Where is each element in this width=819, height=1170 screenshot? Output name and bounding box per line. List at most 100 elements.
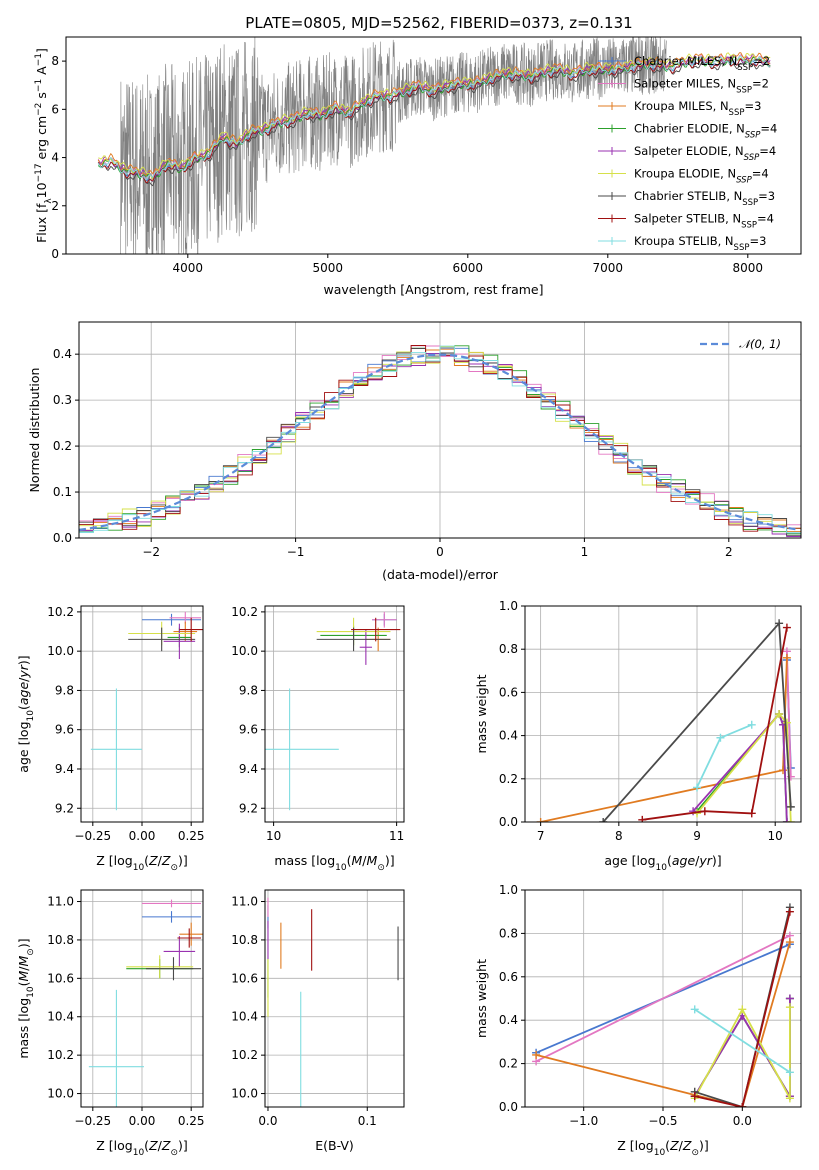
grid-lines [81,890,203,1107]
y-tick-label: 0.4 [499,1013,518,1027]
weight-series [690,1005,794,1077]
observed-spectrum-line [120,37,667,254]
error-bar [351,617,401,642]
y-tick-label: 11.0 [231,895,258,909]
weight-line [786,651,792,777]
x-tick-label: −0.5 [648,1114,677,1128]
plot-area [532,903,794,1107]
weight-point-marker [782,718,791,727]
y-tick-label: 0.6 [499,685,518,699]
legend-entry-label: Kroupa STELIB, NSSP=3 [634,234,766,253]
y-tick-label: 0.0 [53,531,72,545]
weight-point-marker [785,938,794,947]
x-axis-label: Z [log10(Z/Z⊙)] [96,1138,188,1158]
panel-spectrum: 4000 5000 6000 7000 8000 0 2 4 6 8 Chabrier MILES,… [34,36,802,297]
y-tick-label: 0.2 [499,1057,518,1071]
x-tick-label: 7 [537,829,545,843]
y-axis-label: mass weight [474,959,489,1038]
error-bar [179,922,203,946]
model-spectrum-line [97,59,771,187]
x-tick-label: −2 [142,545,160,559]
x-tick-label: 0.0 [733,1114,752,1128]
x-tick-label: −1 [287,545,305,559]
grid-lines [265,606,404,822]
legend-entry-label: Salpeter MILES, NSSP=2 [634,77,769,96]
weight-series [693,710,791,822]
y-tick-label: 10.4 [231,1010,258,1024]
error-bar [163,623,196,660]
legend-entry-label: Chabrier MILES, NSSP=2 [634,54,770,73]
error-bar [173,621,198,642]
model-spectrum-line [97,57,771,183]
weight-point-marker [532,1050,541,1059]
x-axis-label: wavelength [Angstrom, rest frame] [323,282,543,297]
y-tick-label: 10.8 [231,933,258,947]
y-tick-label: 0.8 [499,926,518,940]
y-tick-label: 11.0 [47,895,74,909]
x-axis-label: (data-model)/error [382,567,499,582]
x-tick-label: 11 [389,829,404,843]
y-tick-label: 10.2 [47,605,74,619]
x-axis-label: E(B-V) [315,1138,354,1153]
weight-point-marker [747,720,756,729]
axes-frame [80,889,204,1108]
weight-point-marker [775,619,784,628]
weight-series [536,653,791,822]
model-spectrum-line [97,55,771,181]
weight-point-marker [782,818,791,822]
error-bar [126,955,194,979]
x-tick-label: 9 [693,829,701,843]
weight-point-marker [785,1094,794,1103]
weight-line [696,712,792,822]
y-tick-label: 10.8 [47,933,74,947]
plot-area [265,611,401,811]
x-tick-label: −1.0 [569,1114,598,1128]
weight-point-marker [738,1005,747,1014]
y-tick-label: 10.0 [231,1087,258,1101]
y-tick-label: 10.2 [231,605,258,619]
y-tick-label: 9.2 [55,801,74,815]
x-tick-label: 0.25 [178,1114,205,1128]
weight-point-marker [690,1092,699,1101]
axes-frame [264,889,405,1108]
plot-area [536,619,795,822]
grid-lines [265,890,404,1107]
y-tick-label: 9.6 [239,723,258,737]
weight-point-marker [785,1003,794,1012]
weight-point-marker [599,818,608,822]
y-tick-label: 9.8 [55,683,74,697]
weight-point-marker [785,994,794,1003]
weight-point-marker [700,807,709,816]
x-tick-label: 5000 [313,261,344,275]
axes-frame [524,605,802,823]
y-tick-label: 0.0 [499,815,518,829]
weight-line [694,911,791,1107]
y-tick-label: 2 [51,199,59,213]
weight-point-marker [747,809,756,818]
y-axis-label: Flux [fλ10−17 erg cm−2 s−1 A−1] [34,48,54,243]
y-axis-label: mass [log10(M/M⊙)] [16,938,36,1058]
weight-point-marker [716,733,725,742]
y-axis-label: mass weight [474,674,489,753]
y-tick-label: 1.0 [499,599,518,613]
y-tick-label: 10.0 [47,1087,74,1101]
x-tick-label: 0.0 [258,1114,277,1128]
panel-residuals: −2 −1 0 1 2 0.0 0.1 0.2 0.3 0.4 𝒩(0, 1) (data-model… [27,321,802,582]
x-tick-label: 10 [768,829,783,843]
x-tick-label: 7000 [593,261,624,275]
panel-mass-vs-Z: −0.25 0.00 0.25 10.0 10.2 10.4 10.6 10.8 11.0 Z [… [16,889,205,1158]
y-tick-label: 9.4 [55,762,74,776]
x-tick-label: 8000 [733,261,764,275]
grid-lines [525,605,801,823]
weight-line [540,657,788,822]
y-tick-label: 9.8 [239,683,258,697]
weight-point-marker [785,907,794,916]
y-tick-label: 6 [51,102,59,116]
legend-entry-label: Chabrier STELIB, NSSP=3 [634,189,775,208]
legend-entry-label: Chabrier ELODIE, NSSP=4 [634,122,777,141]
x-tick-label: 0.25 [178,829,205,843]
error-bar [142,899,202,908]
x-tick-label: 1 [581,545,589,559]
x-tick-label: 0 [436,545,444,559]
x-tick-label: 0.00 [129,1114,156,1128]
